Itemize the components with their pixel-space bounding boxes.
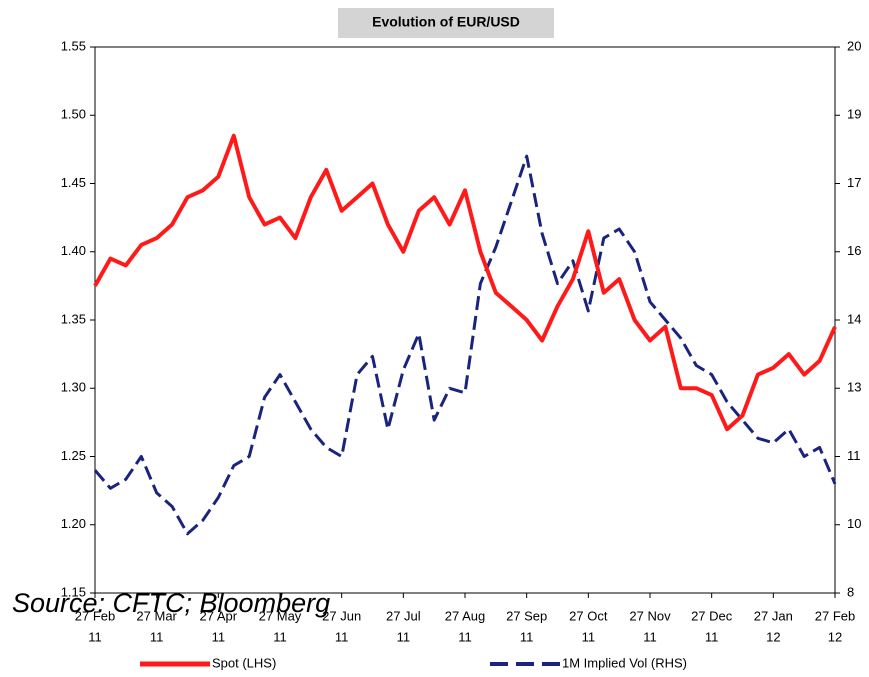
y-tick-label: 1.50: [61, 107, 86, 122]
y2-tick-label: 8: [847, 584, 854, 599]
y2-tick-label: 19: [847, 107, 861, 122]
y2-tick-label: 13: [847, 380, 861, 395]
y2-tick-label: 11: [847, 448, 861, 463]
legend-label: Spot (LHS): [212, 655, 276, 670]
source-note: Source: CFTC; Bloomberg: [12, 588, 330, 618]
x-tick-label: 27 Nov: [629, 608, 671, 623]
x-tick-year: 11: [643, 629, 657, 644]
x-tick-label: 27 Feb: [815, 608, 855, 623]
x-tick-label: 27 Oct: [569, 608, 608, 623]
x-tick-year: 11: [705, 629, 719, 644]
y-tick-label: 1.25: [61, 448, 86, 463]
y2-tick-label: 10: [847, 516, 861, 531]
x-tick-label: 27 Feb: [75, 608, 115, 623]
y-tick-label: 1.35: [61, 311, 86, 326]
series-line: [93, 154, 837, 536]
y2-tick-label: 20: [847, 38, 861, 53]
y-tick-label: 1.15: [61, 584, 86, 599]
x-tick-year: 11: [582, 629, 596, 644]
x-tick-label: 27 Mar: [136, 608, 177, 623]
legend-label: 1M Implied Vol (RHS): [562, 655, 687, 670]
x-tick-year: 11: [88, 629, 102, 644]
x-tick-label: 27 Dec: [691, 608, 733, 623]
y2-tick-label: 17: [847, 175, 861, 190]
x-tick-label: 27 Sep: [506, 608, 547, 623]
x-tick-year: 12: [766, 629, 780, 644]
y-tick-label: 1.40: [61, 243, 86, 258]
x-tick-year: 11: [150, 629, 164, 644]
y-tick-label: 1.45: [61, 175, 86, 190]
x-tick-year: 11: [397, 629, 411, 644]
y2-tick-label: 16: [847, 243, 861, 258]
chart-title: Evolution of EUR/USD: [372, 14, 520, 30]
x-tick-year: 11: [212, 629, 226, 644]
x-tick-year: 11: [458, 629, 472, 644]
y-tick-label: 1.20: [61, 516, 86, 531]
series-line: [93, 133, 837, 432]
x-tick-year: 11: [335, 629, 349, 644]
title-background: [338, 8, 554, 38]
plot-area: [94, 46, 836, 594]
x-tick-label: 27 Jul: [386, 608, 421, 623]
x-tick-year: 12: [828, 629, 842, 644]
x-tick-label: 27 Jan: [754, 608, 793, 623]
y2-tick-label: 14: [847, 311, 861, 326]
x-tick-year: 11: [273, 629, 287, 644]
x-tick-label: 27 Apr: [200, 608, 238, 623]
y-tick-label: 1.55: [61, 38, 86, 53]
x-tick-label: 27 May: [259, 608, 302, 623]
x-tick-label: 27 Aug: [445, 608, 486, 623]
x-tick-label: 27 Jun: [322, 608, 361, 623]
y-tick-label: 1.30: [61, 380, 86, 395]
x-tick-year: 11: [520, 629, 534, 644]
